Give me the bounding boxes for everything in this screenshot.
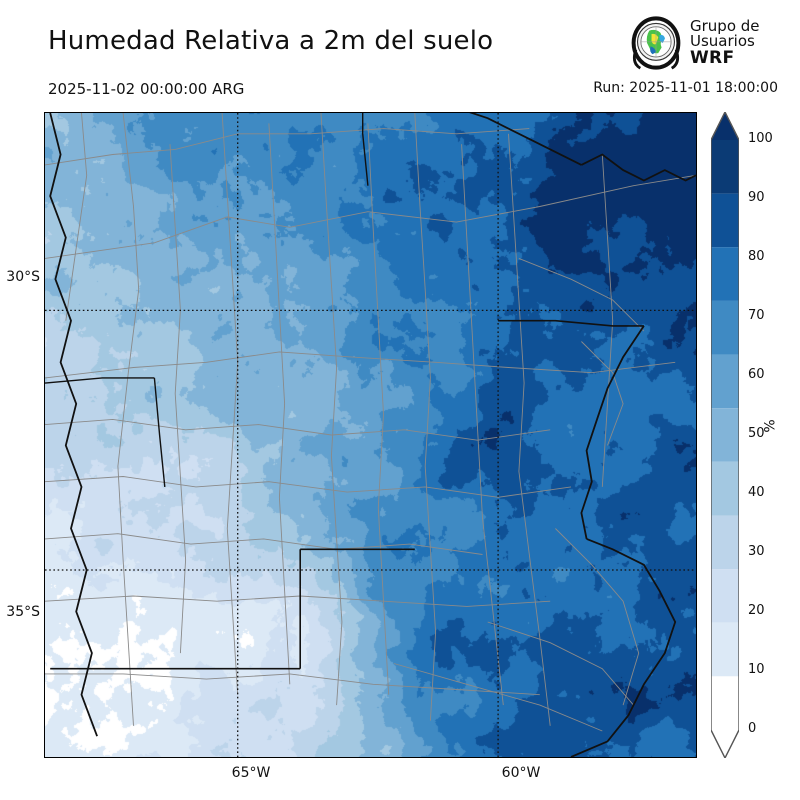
colorbar-band <box>711 193 739 248</box>
lat-tick-label-1: 35°S <box>6 604 40 620</box>
colorbar-extend-min <box>711 730 739 758</box>
colorbar-tick-label-10: 0 <box>748 721 757 736</box>
border-path <box>580 325 645 540</box>
border-path <box>221 113 239 695</box>
border-path <box>469 113 582 166</box>
colorbar-band <box>711 247 739 301</box>
border-path <box>487 621 634 706</box>
colorbar-tick-label-3: 70 <box>748 308 765 323</box>
border-path <box>153 377 166 487</box>
colorbar[interactable] <box>711 112 739 758</box>
logo-line-3: WRF <box>690 47 735 68</box>
map-plot-area[interactable] <box>44 112 697 758</box>
colorbar-tick-label-4: 60 <box>748 367 765 382</box>
border-path <box>414 113 437 721</box>
colorbar-band <box>711 354 739 409</box>
border-path <box>367 123 390 695</box>
colorbar-tick-label-9: 10 <box>748 662 765 677</box>
colorbar-tick-label-5: 50 <box>748 426 765 441</box>
border-path <box>45 595 551 607</box>
lon-tick-label-1: 60°W <box>501 765 541 781</box>
border-path <box>65 113 88 321</box>
border-path <box>49 113 98 737</box>
colorbar-band <box>711 140 739 194</box>
border-path <box>461 144 504 706</box>
border-path <box>45 673 540 696</box>
colorbar-tick-label-8: 20 <box>748 603 765 618</box>
colorbar-band <box>711 300 739 355</box>
logo-line-1: Grupo de <box>690 17 760 36</box>
colorbar-tick-label-7: 30 <box>748 544 765 559</box>
border-path <box>45 533 483 555</box>
colorbar-band <box>711 569 739 623</box>
colorbar-unit-label: % <box>762 419 779 433</box>
border-path <box>45 174 696 259</box>
border-path <box>320 113 343 706</box>
border-path <box>45 476 572 498</box>
border-path <box>45 377 155 384</box>
colorbar-tick-label-1: 90 <box>748 190 765 205</box>
border-path <box>45 351 676 379</box>
border-path <box>117 113 140 726</box>
lat-tick-label-0: 30°S <box>6 269 40 285</box>
border-path <box>555 528 640 706</box>
humidity-field-raster <box>45 113 696 757</box>
colorbar-band <box>711 622 739 677</box>
wrf-user-group-logo: Grupo de Usuarios WRF <box>628 12 788 74</box>
border-path <box>169 144 187 654</box>
border-path <box>601 154 614 487</box>
logo-line-2: Usuarios <box>690 32 755 51</box>
lon-tick-label-0: 65°W <box>231 765 271 781</box>
border-path <box>498 319 644 327</box>
run-time-label: Run: 2025-11-01 18:00:00 <box>593 80 778 96</box>
border-path <box>268 123 291 685</box>
colorbar-tick-label-6: 40 <box>748 485 765 500</box>
map-borders-overlay <box>45 113 696 757</box>
colorbar-band <box>711 676 739 730</box>
border-path <box>518 257 645 332</box>
valid-time-label: 2025-11-02 00:00:00 ARG <box>48 80 245 98</box>
globe-emblem-icon <box>631 16 681 70</box>
colorbar-band <box>711 408 739 462</box>
colorbar-tick-label-0: 100 <box>748 131 773 146</box>
colorbar-band <box>711 515 739 570</box>
border-path <box>45 128 530 166</box>
border-path <box>580 153 696 182</box>
border-path <box>570 538 677 757</box>
border-path <box>45 418 551 441</box>
border-path <box>393 663 603 732</box>
page-title: Humedad Relativa a 2m del suelo <box>48 26 494 56</box>
border-path <box>581 341 624 446</box>
border-path <box>362 113 369 186</box>
colorbar-band <box>711 461 739 516</box>
colorbar-tick-label-2: 80 <box>748 249 765 264</box>
colorbar-extend-max <box>711 112 739 140</box>
border-path <box>508 133 551 726</box>
